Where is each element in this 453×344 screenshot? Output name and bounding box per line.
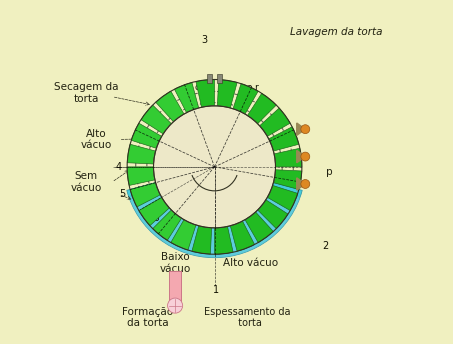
Wedge shape (230, 221, 255, 251)
Polygon shape (297, 178, 305, 190)
Circle shape (154, 106, 275, 228)
Wedge shape (192, 226, 212, 254)
Wedge shape (127, 167, 302, 258)
Polygon shape (297, 150, 305, 163)
Text: 4: 4 (116, 162, 122, 172)
Wedge shape (171, 220, 196, 250)
Bar (169, 271, 181, 305)
Circle shape (301, 180, 310, 189)
Wedge shape (217, 79, 237, 108)
Wedge shape (127, 167, 155, 185)
Circle shape (168, 298, 183, 313)
Wedge shape (274, 148, 302, 167)
Text: 1: 1 (212, 285, 219, 295)
Wedge shape (156, 91, 184, 122)
Text: o: o (246, 83, 251, 92)
Wedge shape (196, 79, 215, 107)
Wedge shape (141, 105, 171, 134)
Wedge shape (267, 185, 298, 211)
Wedge shape (245, 212, 273, 243)
Wedge shape (274, 170, 302, 190)
Wedge shape (139, 197, 169, 226)
Wedge shape (153, 210, 182, 240)
Text: Formação
da torta: Formação da torta (122, 307, 173, 329)
Wedge shape (131, 123, 162, 148)
Text: 3: 3 (201, 35, 207, 45)
Text: p: p (326, 167, 333, 177)
Text: r: r (254, 83, 257, 92)
Text: Espessamento da
  torta: Espessamento da torta (204, 307, 290, 329)
Wedge shape (269, 127, 299, 151)
Text: Alto
vácuo: Alto vácuo (81, 129, 112, 150)
Text: 5: 5 (119, 189, 125, 199)
Wedge shape (130, 183, 160, 207)
Text: Baixo
vácuo: Baixo vácuo (159, 252, 191, 273)
Wedge shape (129, 168, 300, 258)
Circle shape (301, 125, 310, 133)
Text: Alto vácuo: Alto vácuo (223, 258, 278, 268)
Circle shape (301, 152, 310, 161)
Wedge shape (260, 108, 290, 136)
Wedge shape (258, 200, 288, 229)
Text: Sem
vácuo: Sem vácuo (70, 171, 101, 193)
Polygon shape (297, 123, 305, 135)
Text: Lavagem da torta: Lavagem da torta (290, 26, 382, 36)
Wedge shape (215, 226, 233, 254)
Text: o: o (154, 214, 159, 223)
Wedge shape (233, 84, 258, 114)
Text: o: o (195, 83, 200, 92)
Text: Secagem da
torta: Secagem da torta (54, 83, 118, 104)
Wedge shape (174, 83, 199, 113)
Wedge shape (247, 93, 276, 124)
Text: 2: 2 (323, 241, 329, 251)
Bar (217, 74, 222, 83)
Bar (207, 74, 212, 83)
Wedge shape (127, 144, 155, 164)
